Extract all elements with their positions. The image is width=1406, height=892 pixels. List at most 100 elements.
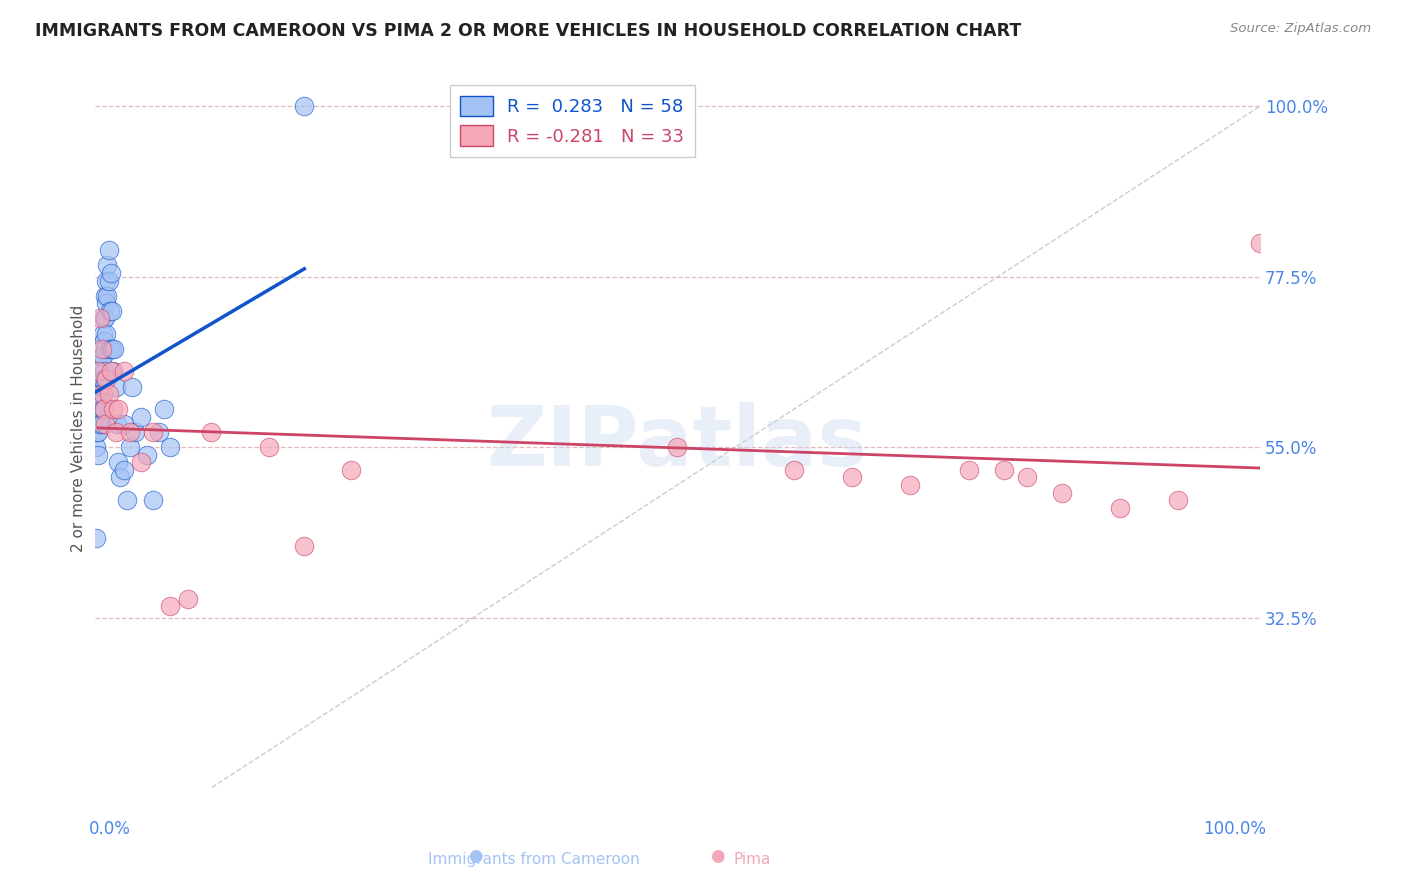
Point (124, 425, 146, 439)
Point (100, 364, 122, 378)
Text: Immigrants from Cameroon: Immigrants from Cameroon (429, 852, 640, 867)
Point (118, 425, 141, 439)
Point (121, 379, 143, 393)
Point (93, 334, 115, 348)
Point (84, 440, 107, 454)
Point (666, 440, 689, 454)
Point (96, 296, 118, 310)
Point (96, 259, 118, 273)
Point (153, 402, 176, 417)
Point (89, 417, 111, 432)
Point (148, 425, 170, 439)
Point (142, 425, 165, 439)
Point (94, 311, 117, 326)
Point (96, 289, 118, 303)
Point (292, 99, 315, 113)
Point (112, 364, 135, 378)
Point (136, 448, 159, 462)
Point (142, 493, 165, 508)
Text: ●: ● (468, 847, 482, 865)
Text: 100.0%: 100.0% (1202, 821, 1265, 838)
Point (104, 379, 127, 393)
Point (104, 425, 127, 439)
Point (159, 440, 181, 454)
Point (90, 349, 112, 363)
Point (1249, 235, 1271, 250)
Y-axis label: 2 or more Vehicles in Household: 2 or more Vehicles in Household (72, 304, 86, 552)
Point (96, 326, 118, 341)
Point (91, 387, 114, 401)
Point (94, 289, 117, 303)
Point (118, 440, 141, 454)
Point (91, 372, 114, 386)
Point (159, 599, 181, 614)
Point (89, 387, 111, 401)
Point (93, 364, 115, 378)
Point (90, 394, 112, 409)
Point (91, 349, 114, 363)
Text: ●: ● (710, 847, 724, 865)
Point (87, 448, 110, 462)
Point (94, 342, 117, 356)
Point (112, 417, 135, 432)
Point (129, 455, 152, 469)
Point (90, 342, 112, 356)
Point (97, 274, 120, 288)
Text: ZIPatlas: ZIPatlas (486, 402, 868, 483)
Point (98, 303, 121, 318)
Point (292, 539, 315, 553)
Point (98, 342, 121, 356)
Point (103, 364, 125, 378)
Point (340, 463, 363, 477)
Point (259, 440, 281, 454)
Point (94, 417, 117, 432)
Point (957, 463, 980, 477)
Point (87, 425, 110, 439)
Point (97, 244, 120, 258)
Point (90, 372, 112, 386)
Point (107, 402, 129, 417)
Point (89, 387, 111, 401)
Point (108, 470, 131, 484)
Point (93, 311, 115, 326)
Point (101, 342, 124, 356)
Point (783, 463, 806, 477)
Point (91, 326, 114, 341)
Point (91, 402, 114, 417)
Point (1050, 485, 1073, 500)
Point (97, 387, 120, 401)
Legend: R =  0.283   N = 58, R = -0.281   N = 33: R = 0.283 N = 58, R = -0.281 N = 33 (450, 85, 695, 157)
Point (103, 342, 125, 356)
Point (993, 463, 1015, 477)
Point (1015, 470, 1038, 484)
Point (89, 311, 111, 326)
Point (115, 493, 138, 508)
Point (1109, 500, 1132, 515)
Text: 0.0%: 0.0% (89, 821, 131, 838)
Point (96, 372, 118, 386)
Point (89, 364, 111, 378)
Point (103, 402, 125, 417)
Point (89, 409, 111, 424)
Point (84, 531, 107, 545)
Point (100, 266, 122, 280)
Point (86, 402, 108, 417)
Point (105, 417, 128, 432)
Point (129, 409, 152, 424)
Point (94, 372, 117, 386)
Point (86, 425, 108, 439)
Point (90, 417, 112, 432)
Point (177, 591, 200, 606)
Point (112, 463, 135, 477)
Point (200, 425, 222, 439)
Text: Source: ZipAtlas.com: Source: ZipAtlas.com (1230, 22, 1371, 36)
Point (101, 303, 124, 318)
Text: IMMIGRANTS FROM CAMEROON VS PIMA 2 OR MORE VEHICLES IN HOUSEHOLD CORRELATION CHA: IMMIGRANTS FROM CAMEROON VS PIMA 2 OR MO… (35, 22, 1021, 40)
Point (1167, 493, 1189, 508)
Point (107, 455, 129, 469)
Point (96, 274, 118, 288)
Point (841, 470, 863, 484)
Point (93, 402, 115, 417)
Point (898, 478, 921, 492)
Text: Pima: Pima (734, 852, 770, 867)
